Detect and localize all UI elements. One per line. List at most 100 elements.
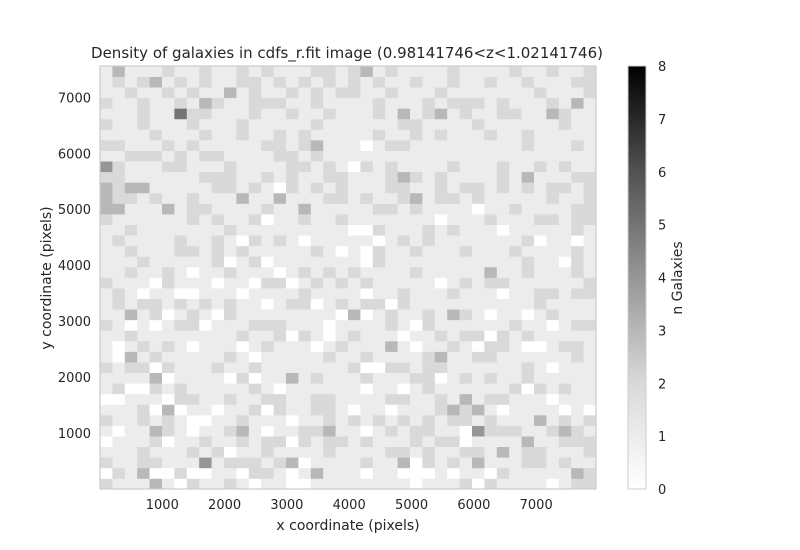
heatmap-cell	[385, 436, 398, 448]
heatmap-cell	[447, 87, 460, 99]
heatmap-cell	[360, 66, 374, 77]
heatmap-cell	[509, 478, 522, 490]
heatmap-cell	[100, 161, 113, 173]
heatmap-cell	[286, 129, 299, 141]
heatmap-cell	[546, 171, 560, 183]
heatmap-cell	[261, 66, 274, 77]
heatmap-cell	[459, 245, 473, 257]
heatmap-cell	[459, 97, 473, 109]
heatmap-cell	[434, 235, 448, 247]
heatmap-cell	[360, 224, 374, 236]
heatmap-cell	[348, 171, 361, 183]
heatmap-cell	[558, 118, 572, 130]
heatmap-cell	[286, 235, 299, 247]
heatmap-cell	[571, 425, 584, 437]
heatmap-cell	[397, 266, 411, 278]
heatmap-cell	[484, 87, 498, 99]
heatmap-cell	[348, 192, 361, 204]
heatmap-cell	[298, 404, 312, 416]
heatmap-cell	[385, 330, 398, 342]
heatmap-cell	[571, 161, 584, 173]
heatmap-cell	[149, 108, 163, 120]
heatmap-cell	[310, 362, 324, 374]
heatmap-cell	[100, 235, 113, 247]
heatmap-cell	[496, 319, 510, 331]
heatmap-cell	[484, 214, 498, 225]
heatmap-cell	[298, 446, 312, 458]
heatmap-cell	[521, 245, 535, 257]
heatmap-cell	[323, 393, 336, 405]
colorbar-tick-label: 5	[658, 219, 666, 234]
heatmap-cell	[496, 277, 510, 289]
heatmap-cell	[124, 161, 138, 173]
heatmap-cell	[534, 372, 547, 384]
heatmap-cell	[571, 372, 584, 384]
heatmap-cell	[484, 404, 498, 416]
heatmap-cell	[186, 383, 200, 395]
heatmap-cell	[509, 362, 522, 374]
heatmap-cell	[124, 414, 138, 426]
heatmap-cell	[459, 446, 473, 458]
heatmap-cell	[496, 478, 510, 490]
heatmap-cell	[472, 97, 485, 109]
heatmap-cell	[397, 446, 411, 458]
heatmap-cell	[484, 161, 498, 173]
heatmap-cell	[323, 478, 336, 490]
heatmap-cell	[137, 414, 150, 426]
heatmap-cell	[534, 129, 547, 141]
heatmap-cell	[509, 118, 522, 130]
heatmap-cell	[298, 97, 312, 109]
heatmap-cell	[558, 277, 572, 289]
heatmap-cell	[124, 467, 138, 479]
heatmap-cell	[186, 446, 200, 458]
heatmap-cell	[298, 372, 312, 384]
heatmap-cell	[310, 372, 324, 384]
heatmap-cell	[199, 140, 212, 151]
heatmap-cell	[174, 277, 188, 289]
heatmap-cell	[100, 214, 113, 225]
heatmap-cell	[273, 372, 287, 384]
heatmap-cell	[162, 171, 175, 183]
heatmap-cell	[521, 76, 535, 88]
heatmap-cell	[149, 309, 163, 321]
heatmap-cell	[571, 457, 584, 469]
heatmap-cell	[248, 288, 262, 299]
heatmap-cell	[261, 404, 274, 416]
heatmap-cell	[546, 446, 560, 458]
heatmap-cell	[422, 330, 436, 342]
heatmap-cell	[583, 150, 597, 162]
heatmap-cell	[397, 214, 411, 225]
heatmap-cell	[100, 372, 113, 384]
heatmap-cell	[186, 351, 200, 363]
heatmap-cell	[360, 425, 374, 437]
heatmap-cell	[323, 256, 336, 268]
heatmap-cell	[137, 245, 150, 257]
heatmap-cell	[472, 478, 485, 490]
heatmap-cell	[422, 108, 436, 120]
heatmap-cell	[211, 425, 225, 437]
heatmap-cell	[434, 245, 448, 257]
heatmap-cell	[100, 404, 113, 416]
heatmap-cell	[571, 351, 584, 363]
heatmap-cell	[521, 277, 535, 289]
heatmap-cell	[472, 140, 485, 151]
heatmap-cell	[335, 129, 349, 141]
heatmap-cell	[273, 266, 287, 278]
heatmap-cell	[236, 245, 250, 257]
heatmap-cell	[434, 288, 448, 299]
plot-frame	[99, 65, 597, 490]
heatmap-cell	[422, 182, 436, 194]
heatmap-cell	[174, 97, 188, 109]
heatmap-cell	[397, 351, 411, 363]
heatmap-cell	[112, 118, 126, 130]
heatmap-cell	[149, 362, 163, 374]
heatmap-cell	[583, 277, 597, 289]
heatmap-cell	[112, 404, 126, 416]
heatmap-cell	[521, 87, 535, 99]
heatmap-cell	[261, 108, 274, 120]
heatmap-cell	[112, 214, 126, 225]
heatmap-cell	[298, 414, 312, 426]
heatmap-cell	[224, 351, 237, 363]
heatmap-cell	[459, 66, 473, 77]
heatmap-cell	[199, 404, 212, 416]
